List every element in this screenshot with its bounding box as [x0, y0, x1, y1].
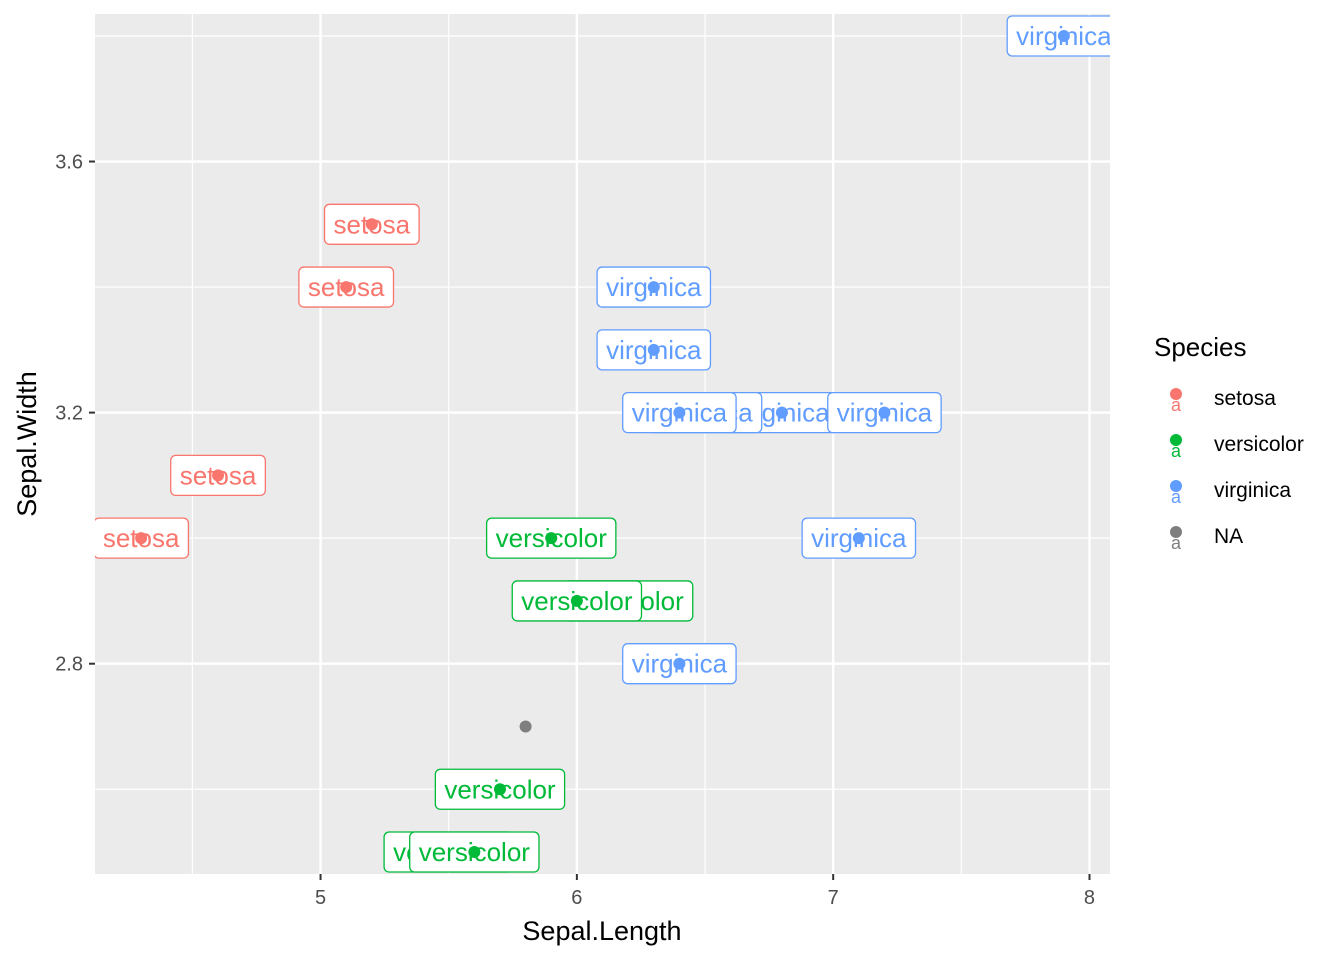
plot-panel [95, 14, 1110, 874]
point-label: virginica [622, 643, 737, 685]
data-point [1057, 29, 1070, 42]
legend: Species a setosa a versicolor a virginica a NA [1154, 332, 1304, 553]
data-point [545, 532, 558, 545]
point-label: virginica [596, 266, 712, 308]
legend-point [1170, 434, 1182, 446]
data-marks: setosa setosa setosa setosa versicolor versic… [95, 15, 1110, 873]
y-tick-label: 3.2 [55, 403, 83, 425]
point-label: versicolor [511, 580, 643, 622]
data-point [775, 406, 788, 419]
data-point [852, 532, 865, 545]
legend-point [1170, 388, 1182, 400]
x-tick-label: 6 [571, 887, 582, 909]
data-point [493, 783, 506, 796]
legend-key: a [1170, 434, 1182, 461]
axes: 5 6 7 8 2.8 3.2 3.6 [55, 152, 1095, 909]
legend-label: versicolor [1214, 433, 1304, 456]
point-label: setosa [323, 203, 420, 245]
legend-key-glyph: a [1171, 487, 1182, 507]
point-label: virginica [596, 329, 712, 371]
legend-key-glyph: a [1171, 395, 1182, 415]
legend-point [1170, 480, 1182, 492]
point-label: setosa [170, 454, 266, 497]
data-point [673, 406, 686, 419]
legend-key: a [1170, 526, 1182, 553]
legend-label: virginica [1214, 479, 1291, 502]
legend-key: a [1170, 480, 1182, 507]
x-axis-title: Sepal.Length [522, 916, 681, 946]
point-label: virginica [801, 517, 917, 559]
data-point [570, 594, 583, 607]
point-label: virginica [622, 391, 737, 434]
data-point [468, 846, 481, 859]
legend-title: Species [1154, 332, 1247, 362]
data-point [365, 218, 378, 231]
legend-key-glyph: a [1171, 533, 1182, 553]
point-label: virginica [827, 391, 942, 434]
y-axis-title: Sepal.Width [12, 371, 42, 517]
data-point [647, 343, 660, 356]
data-point [878, 406, 891, 419]
point-label: versicolor [434, 768, 566, 810]
data-point [135, 532, 148, 545]
legend-key-glyph: a [1171, 441, 1182, 461]
x-tick-label: 5 [315, 887, 326, 909]
data-point [519, 720, 532, 733]
legend-label: setosa [1214, 387, 1276, 410]
y-tick-label: 3.6 [55, 152, 83, 174]
point-label: setosa [298, 266, 395, 308]
x-tick-label: 8 [1084, 887, 1095, 909]
legend-key: a [1170, 388, 1182, 415]
legend-label: NA [1214, 525, 1243, 548]
x-tick-label: 7 [828, 887, 839, 909]
data-point [340, 281, 353, 294]
data-point [673, 657, 686, 670]
point-label: setosa [95, 517, 190, 559]
data-point [212, 469, 225, 482]
point-label: versicolor [485, 517, 617, 559]
legend-point [1170, 526, 1182, 538]
y-tick-label: 2.8 [55, 654, 83, 676]
data-point [647, 281, 660, 294]
point-label: versicolor [409, 831, 540, 873]
point-label: virginica [1006, 15, 1110, 57]
